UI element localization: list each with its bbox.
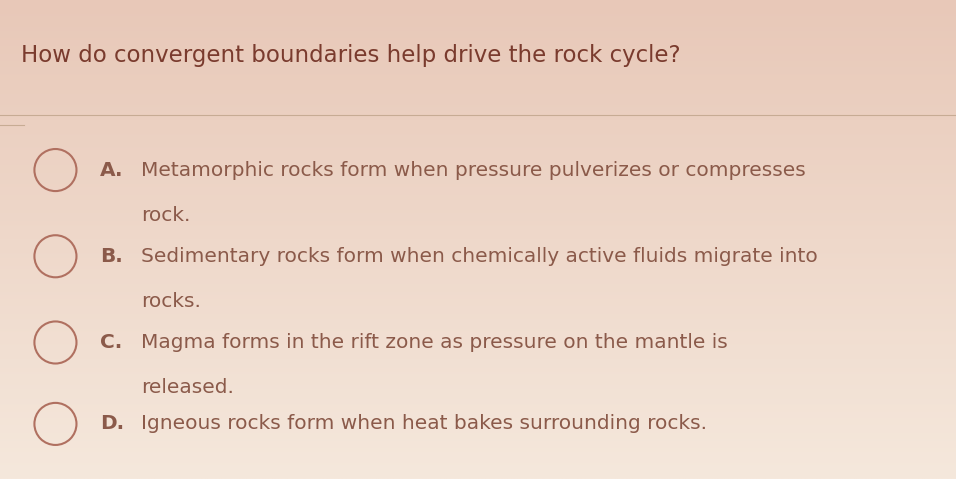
Text: B.: B. xyxy=(100,247,123,266)
Text: Metamorphic rocks form when pressure pulverizes or compresses: Metamorphic rocks form when pressure pul… xyxy=(141,160,806,180)
Text: rock.: rock. xyxy=(141,206,191,225)
Text: rocks.: rocks. xyxy=(141,292,202,311)
Text: Magma forms in the rift zone as pressure on the mantle is: Magma forms in the rift zone as pressure… xyxy=(141,333,728,352)
Text: Igneous rocks form when heat bakes surrounding rocks.: Igneous rocks form when heat bakes surro… xyxy=(141,414,707,433)
Text: Sedimentary rocks form when chemically active fluids migrate into: Sedimentary rocks form when chemically a… xyxy=(141,247,818,266)
Text: How do convergent boundaries help drive the rock cycle?: How do convergent boundaries help drive … xyxy=(21,44,681,67)
Text: C.: C. xyxy=(100,333,122,352)
Text: D.: D. xyxy=(100,414,124,433)
Text: released.: released. xyxy=(141,378,234,398)
Text: A.: A. xyxy=(100,160,124,180)
